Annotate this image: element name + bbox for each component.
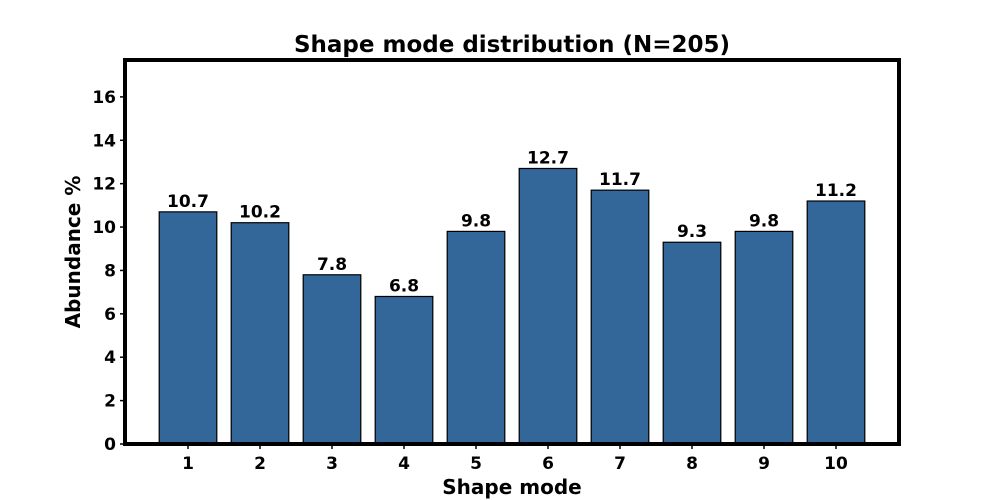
bar-mode-5 (446, 230, 506, 445)
bar-mode-6 (518, 167, 578, 445)
data-label-mode-8: 9.3 (677, 222, 707, 242)
x-tick-label: 7 (614, 454, 626, 474)
y-tick-label: 16 (92, 88, 116, 108)
y-tick-label: 4 (104, 348, 116, 368)
y-axis-ticks: 0 2 4 6 8 10 12 14 16 (92, 88, 125, 455)
x-tick-label: 6 (542, 454, 554, 474)
y-tick-label: 12 (92, 175, 116, 195)
data-label-mode-9: 9.8 (749, 211, 779, 231)
chart-title: Shape mode distribution (N=205) (294, 32, 730, 58)
y-tick-label: 2 (104, 392, 116, 412)
bar-mode-2 (230, 222, 290, 445)
data-label-mode-2: 10.2 (239, 203, 281, 223)
data-label-mode-5: 9.8 (461, 211, 491, 231)
y-tick-label: 0 (104, 435, 116, 455)
bars-group (158, 167, 866, 445)
y-axis-label: Abundance % (61, 176, 85, 329)
bar-mode-9 (734, 230, 794, 445)
data-labels-group: 10.7 10.2 7.8 6.8 9.8 12.7 11.7 9.3 9.8 11.2 (167, 148, 857, 296)
x-tick-label: 10 (824, 454, 848, 474)
x-tick-label: 8 (686, 454, 698, 474)
plot-frame (123, 58, 901, 446)
data-label-mode-7: 11.7 (599, 170, 641, 190)
x-axis-label: Shape mode (442, 475, 581, 499)
data-label-mode-6: 12.7 (527, 148, 569, 168)
bar-mode-8 (662, 241, 722, 445)
y-tick-label: 14 (92, 131, 116, 151)
bar-mode-4 (374, 295, 434, 445)
y-tick-label: 6 (104, 305, 116, 325)
x-tick-label: 5 (470, 454, 482, 474)
bar-mode-3 (302, 274, 362, 445)
x-tick-label: 1 (182, 454, 194, 474)
bar-mode-7 (590, 189, 650, 445)
data-label-mode-3: 7.8 (317, 255, 347, 275)
y-tick-label: 10 (92, 218, 116, 238)
bar-mode-10 (806, 200, 866, 445)
x-tick-label: 4 (398, 454, 410, 474)
x-axis-ticks: 1 2 3 4 5 6 7 8 9 10 (182, 444, 848, 474)
y-tick-label: 8 (104, 261, 116, 281)
x-tick-label: 3 (326, 454, 338, 474)
x-tick-label: 9 (758, 454, 770, 474)
x-tick-label: 2 (254, 454, 266, 474)
bar-mode-1 (158, 211, 218, 445)
data-label-mode-4: 6.8 (389, 276, 419, 296)
data-label-mode-10: 11.2 (815, 181, 857, 201)
data-label-mode-1: 10.7 (167, 192, 209, 212)
